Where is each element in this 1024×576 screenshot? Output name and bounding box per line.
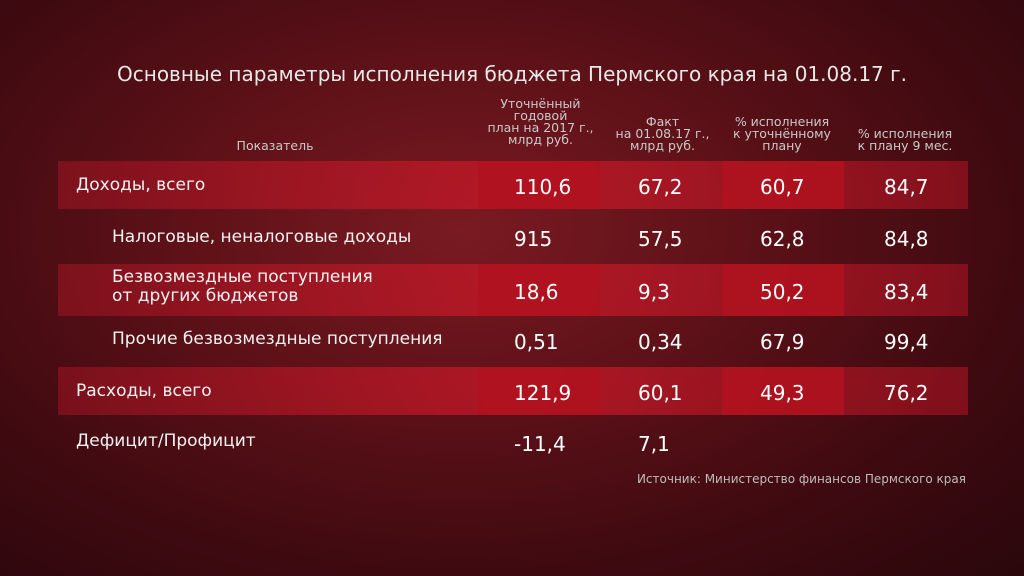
header-pct-9m: % исполнения к плану 9 мес. bbox=[857, 126, 953, 153]
header-fact: Факт на 01.08.17 г., млрд руб. bbox=[615, 114, 710, 153]
cell-highlight bbox=[478, 161, 600, 209]
cell-pct-9m: 84,7 bbox=[884, 175, 929, 199]
cell-highlight bbox=[478, 367, 600, 415]
cell-highlight bbox=[722, 367, 844, 415]
header-pct-plan: % исполнения к уточнённому плану bbox=[733, 114, 831, 153]
cell-plan: 0,51 bbox=[514, 330, 559, 354]
cell-fact: 0,34 bbox=[638, 330, 683, 354]
row-label: Прочие безвозмездные поступления bbox=[112, 329, 443, 349]
cell-fact: 7,1 bbox=[638, 432, 670, 456]
cell-pct-plan: 67,9 bbox=[760, 330, 805, 354]
page-title: Основные параметры исполнения бюджета Пе… bbox=[117, 62, 907, 86]
cell-plan: 915 bbox=[514, 227, 553, 251]
cell-plan: 18,6 bbox=[514, 280, 559, 304]
cell-fact: 67,2 bbox=[638, 175, 683, 199]
cell-highlight bbox=[722, 264, 844, 316]
source-note: Источник: Министерство финансов Пермског… bbox=[636, 472, 966, 486]
header-plan: Уточнённый годовой план на 2017 г., млрд ру… bbox=[487, 96, 594, 147]
cell-pct-plan: 60,7 bbox=[760, 175, 805, 199]
cell-fact: 9,3 bbox=[638, 280, 670, 304]
cell-plan: 121,9 bbox=[514, 381, 572, 405]
cell-highlight bbox=[722, 161, 844, 209]
cell-plan: -11,4 bbox=[514, 432, 566, 456]
cell-pct-plan: 49,3 bbox=[760, 381, 805, 405]
cell-pct-9m: 84,8 bbox=[884, 227, 929, 251]
row-label: Безвозмездные поступления от других бюдже… bbox=[112, 267, 373, 306]
cell-pct-9m: 99,4 bbox=[884, 330, 929, 354]
cell-pct-9m: 76,2 bbox=[884, 381, 929, 405]
row-label: Дефицит/Профицит bbox=[76, 431, 256, 451]
cell-pct-plan: 62,8 bbox=[760, 227, 805, 251]
cell-fact: 57,5 bbox=[638, 227, 683, 251]
header-indicator: Показатель bbox=[236, 138, 314, 153]
cell-pct-9m: 83,4 bbox=[884, 280, 929, 304]
row-label: Налоговые, неналоговые доходы bbox=[112, 227, 412, 247]
cell-highlight bbox=[478, 264, 600, 316]
row-label: Доходы, всего bbox=[76, 175, 206, 195]
cell-plan: 110,6 bbox=[514, 175, 572, 199]
cell-fact: 60,1 bbox=[638, 381, 683, 405]
cell-pct-plan: 50,2 bbox=[760, 280, 805, 304]
row-label: Расходы, всего bbox=[76, 381, 212, 401]
